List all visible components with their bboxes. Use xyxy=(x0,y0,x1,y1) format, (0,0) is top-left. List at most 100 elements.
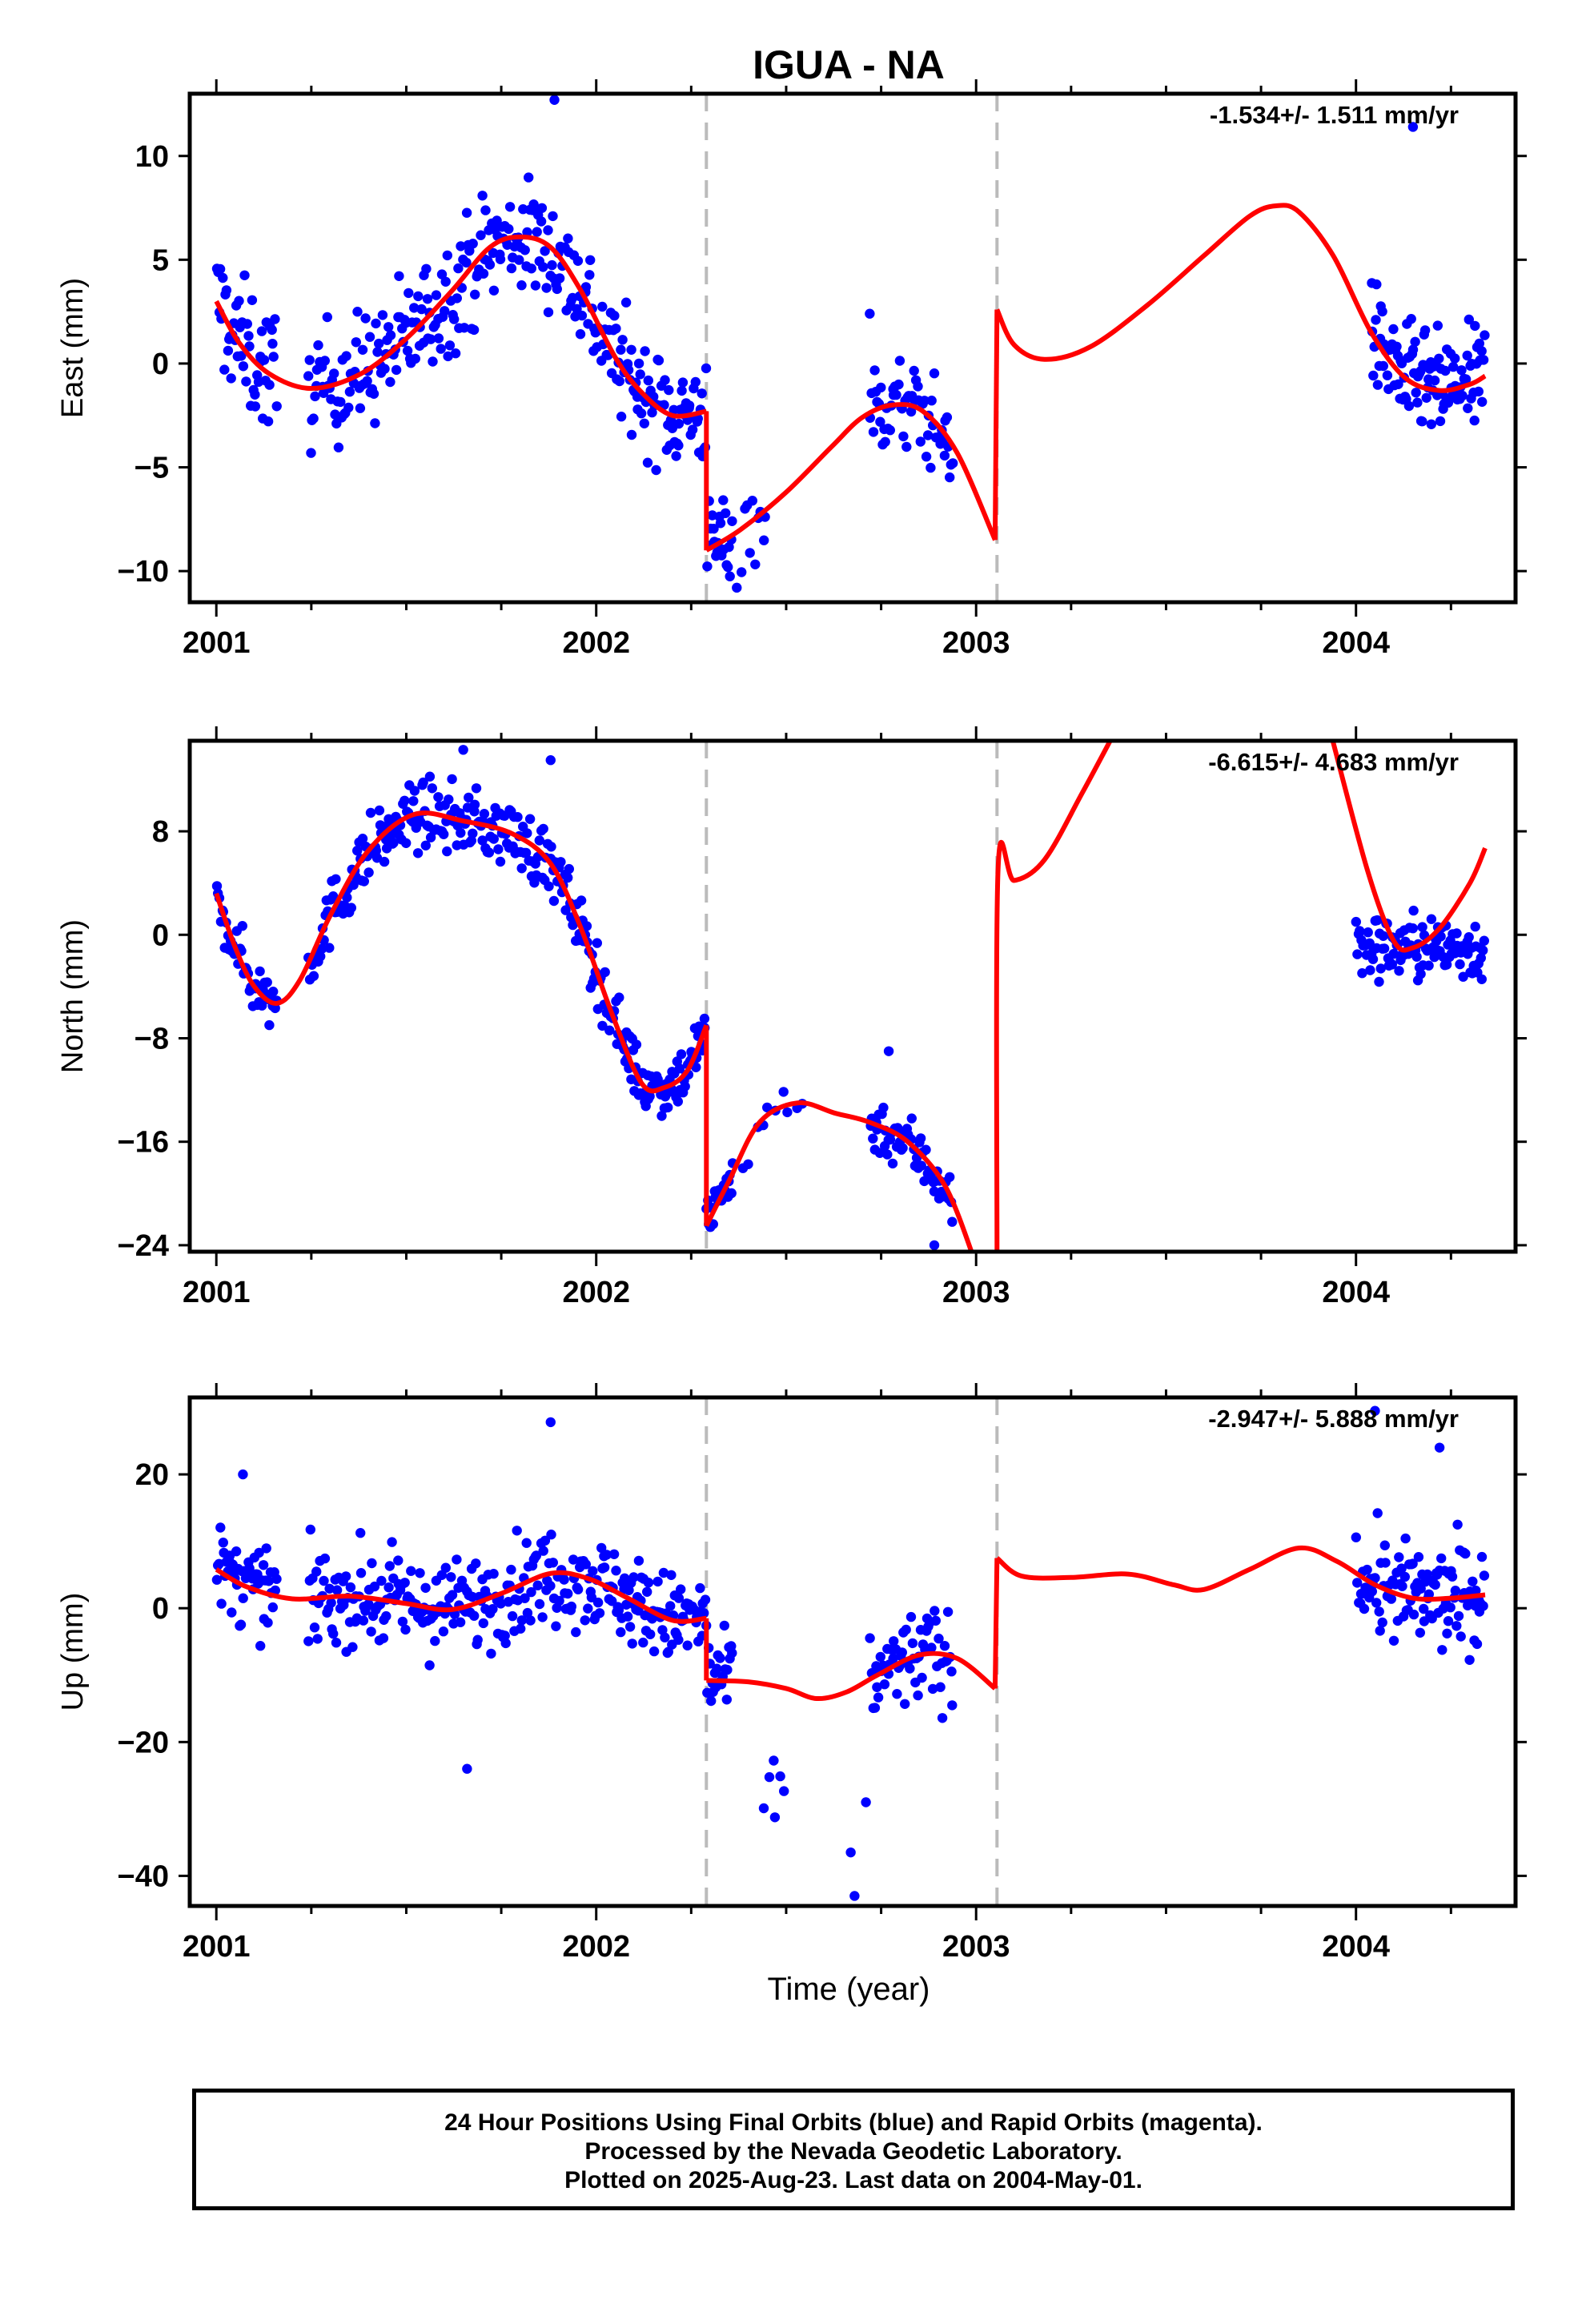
daily-position-point xyxy=(929,368,940,379)
daily-position-point xyxy=(355,1568,367,1578)
daily-position-point xyxy=(1426,419,1437,429)
daily-position-point xyxy=(258,1560,269,1570)
daily-position-point xyxy=(526,1586,536,1598)
daily-position-point xyxy=(769,1755,779,1766)
daily-position-point xyxy=(701,363,712,374)
daily-position-point xyxy=(436,1570,447,1581)
daily-position-point xyxy=(367,1558,377,1569)
daily-position-point xyxy=(524,814,536,824)
daily-position-point xyxy=(326,1598,336,1608)
daily-position-point xyxy=(639,418,649,428)
daily-position-point xyxy=(1388,948,1399,959)
daily-position-point xyxy=(262,977,272,987)
daily-position-point xyxy=(554,273,565,283)
daily-position-point xyxy=(548,211,558,222)
daily-position-point xyxy=(588,1566,598,1577)
daily-position-point xyxy=(1351,1532,1362,1542)
daily-position-point xyxy=(331,1638,342,1648)
daily-position-point xyxy=(322,312,332,323)
daily-position-point xyxy=(544,881,554,891)
daily-position-point xyxy=(516,280,527,291)
daily-position-point xyxy=(268,987,279,997)
daily-position-point xyxy=(427,783,437,794)
daily-position-point xyxy=(316,943,327,954)
daily-position-point xyxy=(543,225,553,235)
daily-position-point xyxy=(540,246,550,256)
daily-position-point xyxy=(712,1663,722,1674)
daily-position-point xyxy=(764,1771,775,1783)
daily-position-point xyxy=(216,1598,227,1609)
daily-position-point xyxy=(652,1576,663,1587)
daily-position-point xyxy=(1387,959,1398,970)
daily-position-point xyxy=(340,1571,351,1582)
daily-position-point xyxy=(942,412,953,423)
daily-position-point xyxy=(1464,1655,1475,1665)
daily-position-point xyxy=(319,356,330,366)
daily-position-point xyxy=(628,1572,639,1582)
daily-position-point xyxy=(892,1689,902,1699)
daily-position-point xyxy=(894,356,905,366)
daily-position-point xyxy=(479,809,490,819)
model-fit-curve xyxy=(994,203,1487,393)
daily-position-point xyxy=(488,1604,498,1614)
daily-position-point xyxy=(909,365,919,376)
daily-position-point xyxy=(849,1891,860,1901)
daily-position-point xyxy=(243,331,254,341)
daily-position-point xyxy=(428,356,438,367)
daily-position-point xyxy=(566,1601,576,1612)
daily-position-point xyxy=(254,1547,264,1558)
daily-position-point xyxy=(929,1240,940,1251)
daily-position-point xyxy=(365,807,376,818)
daily-position-point xyxy=(1382,370,1393,380)
model-fit-curve xyxy=(705,402,998,553)
daily-position-point xyxy=(1417,922,1427,932)
model-fit-curve xyxy=(995,1545,1486,1602)
daily-position-point xyxy=(402,345,413,356)
daily-position-point xyxy=(677,385,687,396)
daily-position-point xyxy=(869,1703,881,1713)
daily-position-point xyxy=(608,1549,620,1560)
daily-position-point xyxy=(599,1562,610,1573)
daily-position-point xyxy=(516,1623,526,1634)
daily-position-point xyxy=(264,380,275,390)
daily-position-point xyxy=(1397,1581,1407,1591)
daily-position-point xyxy=(433,333,444,344)
daily-position-point xyxy=(750,559,761,569)
model-fit-curve xyxy=(215,1567,707,1624)
daily-position-point xyxy=(1429,375,1440,386)
daily-position-point xyxy=(1372,1508,1383,1518)
daily-position-point xyxy=(627,1638,637,1649)
daily-position-point xyxy=(227,1607,237,1618)
daily-position-point xyxy=(449,314,460,324)
daily-position-point xyxy=(366,1626,376,1637)
daily-position-point xyxy=(420,840,431,851)
daily-position-point xyxy=(875,416,885,427)
daily-position-point xyxy=(418,777,428,788)
daily-position-point xyxy=(504,202,516,212)
daily-position-point xyxy=(352,846,363,856)
daily-position-point xyxy=(546,1530,556,1540)
daily-position-point xyxy=(409,303,420,313)
daily-position-point xyxy=(1396,1563,1407,1574)
daily-position-point xyxy=(554,1595,564,1606)
daily-position-point xyxy=(425,334,436,344)
daily-position-point xyxy=(597,1020,608,1031)
daily-position-point xyxy=(440,276,451,287)
daily-position-point xyxy=(1480,330,1490,340)
daily-position-point xyxy=(638,1637,648,1648)
daily-position-point xyxy=(948,458,958,468)
velocity-rate-label: -6.615+/- 4.683 mm/yr xyxy=(1208,748,1459,776)
daily-position-point xyxy=(1394,966,1404,976)
daily-position-point xyxy=(906,1113,917,1124)
daily-position-point xyxy=(263,1576,274,1586)
daily-position-point xyxy=(1479,935,1490,946)
daily-position-point xyxy=(304,355,315,365)
panel-frame xyxy=(187,738,1518,1254)
daily-position-point xyxy=(673,1593,685,1603)
daily-position-point xyxy=(442,846,452,857)
daily-position-point xyxy=(531,1550,542,1561)
daily-position-point xyxy=(1457,390,1468,401)
daily-position-point xyxy=(640,346,650,356)
daily-position-point xyxy=(671,451,681,461)
daily-position-point xyxy=(1463,403,1473,413)
